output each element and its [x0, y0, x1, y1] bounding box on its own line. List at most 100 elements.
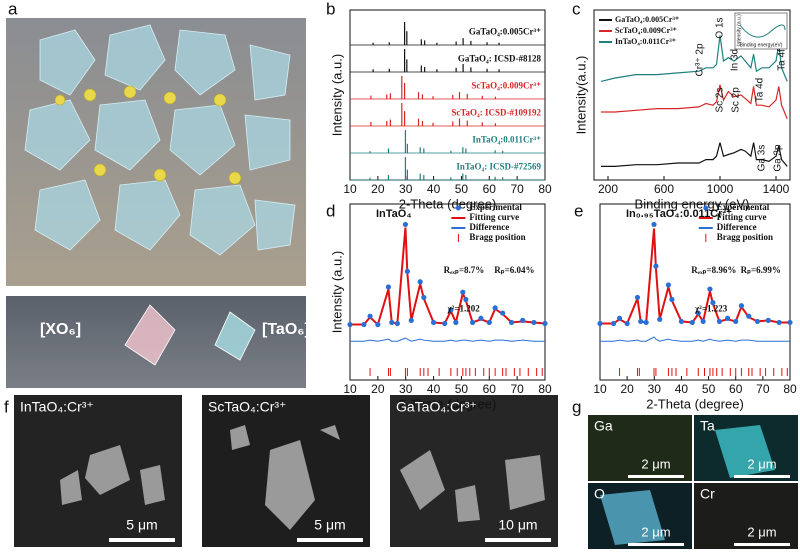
structure-label: [TaO₆] [262, 321, 310, 338]
experimental-point [402, 221, 409, 228]
sem-images [14, 395, 798, 549]
experimental-point [389, 319, 395, 326]
scale-label: 10 μm [498, 517, 537, 533]
experimental-point [453, 319, 459, 326]
experimental-point [367, 313, 373, 319]
experimental-point [408, 317, 414, 323]
x-tick-label: 600 [654, 182, 674, 196]
x-tick-label: 60 [483, 382, 497, 396]
experimental-point [678, 318, 685, 325]
experimental-point [486, 319, 492, 326]
x-tick-label: 70 [756, 382, 770, 396]
fit-statistic: Rₑₓₚ=8.96% [691, 265, 736, 275]
series-label: InTaO₄: ICSD-#72569 [456, 161, 541, 171]
legend-label: Difference [469, 222, 509, 232]
series-label: GaTaO₄:0.005Cr³⁺ [469, 26, 541, 36]
experimental-point [638, 318, 644, 325]
x-tick-label: 80 [783, 382, 797, 396]
experimental-point [442, 320, 448, 327]
element-label: O [594, 486, 605, 502]
legend-label: Fitting curve [469, 212, 519, 222]
scale-label: 5 μm [314, 517, 345, 533]
series-label: ScTaO₄: ICSD-#109192 [451, 107, 541, 117]
experimental-point [500, 310, 506, 316]
scale-bar [734, 543, 790, 546]
experimental-point [492, 305, 498, 311]
panel-label: b [326, 0, 335, 18]
y-axis-label: Intensity (a.u.) [329, 54, 344, 136]
atoms [54, 85, 242, 185]
inset [734, 12, 788, 50]
experimental-point [738, 303, 745, 309]
legend-label: ScTaO₄:0.009Cr³⁺ [615, 26, 677, 35]
scale-bar [628, 475, 684, 478]
chart-title: In₀.₉₅TaO₄:0.011Cr³⁺ [626, 208, 732, 220]
x-tick-label: 30 [399, 382, 413, 396]
experimental-point [478, 315, 484, 321]
x-tick-label: 50 [455, 382, 469, 396]
x-axis-label: 2-Theta (degree) [646, 396, 744, 411]
chart-title: InTaO₄ [376, 208, 412, 220]
legend-label: Bragg position [469, 232, 525, 242]
experimental-point [754, 318, 761, 325]
experimental-point [469, 319, 476, 326]
element-label: Cr [700, 486, 715, 502]
x-tick-label: 40 [427, 182, 441, 196]
inset-ylabel: Intensity (a.u.) [736, 14, 742, 46]
octahedra [24, 24, 296, 256]
experimental-point [634, 294, 641, 301]
x-tick-label: 60 [729, 382, 743, 396]
y-axis-label: Intensity (a.u.) [329, 251, 344, 333]
scale-bar [297, 538, 363, 542]
experimental-point [375, 321, 381, 328]
experimental-point [765, 317, 771, 323]
image-label: GaTaO₄:Cr³⁺ [396, 399, 477, 415]
image-label: ScTaO₄:Cr³⁺ [208, 399, 286, 415]
experimental-point [347, 321, 353, 328]
tao6-octahedron [214, 311, 256, 361]
experimental-point [689, 319, 695, 326]
experimental-point [724, 315, 731, 321]
plot-frame [599, 203, 791, 381]
experimental-point [707, 286, 713, 292]
series-label: ScTaO₄:0.009Cr³⁺ [471, 80, 541, 90]
x-tick-label: 80 [538, 182, 552, 196]
legend-label: GaTaO₄:0.005Cr³⁺ [615, 15, 679, 24]
experimental-point [716, 318, 723, 325]
x-tick-label: 1000 [707, 182, 734, 196]
experimental-point [404, 268, 410, 274]
legend-swatch [703, 205, 709, 211]
panel-label: f [4, 397, 9, 416]
experimental-point [597, 320, 603, 327]
image-label: InTaO₄:Cr³⁺ [20, 399, 94, 415]
fit-statistic: Rₚ=6.99% [741, 265, 781, 275]
scale-bar [734, 475, 790, 478]
experimental-point [448, 307, 454, 313]
x-tick-label: 70 [510, 182, 524, 196]
experimental-point [610, 320, 617, 327]
particles [60, 425, 545, 530]
experimental-point [508, 319, 515, 326]
legend-label: InTaO₄:0.011Cr³⁺ [615, 37, 676, 46]
panel-label: g [572, 397, 581, 416]
spectrum [601, 84, 788, 120]
x-tick-label: 30 [648, 382, 662, 396]
spectrum [600, 35, 788, 82]
x-tick-label: 80 [538, 382, 552, 396]
scale-label: 2 μm [641, 524, 670, 539]
experimental-point [746, 313, 752, 319]
x-tick-label: 50 [455, 182, 469, 196]
peak-annotation: Ta 4f [777, 49, 788, 71]
experimental-point [460, 289, 466, 295]
legend-swatch [455, 205, 461, 211]
inset-curve [739, 24, 786, 38]
peak-annotation: Ga 3p [773, 144, 784, 172]
peak-annotation: Sc 2p [731, 87, 742, 113]
peak-annotation: O 1s [715, 17, 726, 38]
experimental-point [776, 319, 782, 326]
x-tick-label: 10 [343, 182, 357, 196]
map-image [694, 483, 798, 549]
experimental-point [421, 294, 427, 301]
element-label: Ta [700, 418, 715, 434]
